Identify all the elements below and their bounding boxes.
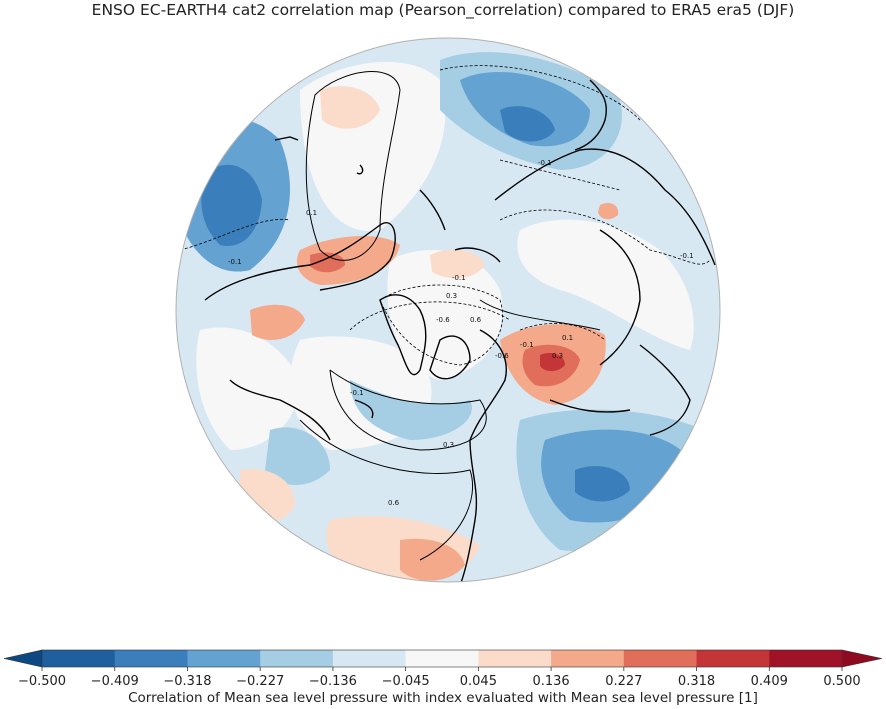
map-title: ENSO EC-EARTH4 cat2 correlation map (Pea…	[91, 1, 795, 19]
colorbar-tick-label: −0.227	[236, 674, 284, 688]
colorbar-segment	[42, 650, 116, 667]
contour-lines	[299, 71, 601, 561]
colorbar-tick-label: −0.318	[163, 674, 211, 688]
colorbar-tick-label: −0.500	[18, 674, 66, 688]
globe-boundary	[175, 37, 721, 583]
polar-correlation-map: 0.1 -0.1 -0.1 -0.1 -0.1 0.3 -0.6 0.6 0.1…	[175, 37, 721, 583]
coastlines	[204, 79, 716, 582]
contour-label: 0.3	[552, 352, 563, 360]
colorbar: −0.500 −0.409 −0.318 −0.227 −0.136 −0.045 0.04…	[3, 649, 883, 688]
colorbar-tick-label: −0.409	[91, 674, 139, 688]
contour-label: 0.3	[446, 292, 457, 300]
contour-label: -0.1	[350, 389, 364, 397]
colorbar-segment	[769, 650, 843, 667]
colorbar-tick-label: 0.045	[460, 674, 497, 688]
colorbar-segment	[478, 650, 552, 667]
colorbar-segment	[696, 650, 770, 667]
colorbar-tick-label: 0.136	[532, 674, 569, 688]
contour-label: -0.6	[495, 352, 509, 360]
correlation-field: 0.1 -0.1 -0.1 -0.1 -0.1 0.3 -0.6 0.6 0.1…	[176, 38, 720, 582]
colorbar-tick-label: −0.045	[382, 674, 430, 688]
contour-label: 0.1	[306, 209, 317, 217]
colorbar-segment	[332, 650, 407, 667]
colorbar-segment	[551, 650, 625, 667]
contour-label: 0.3	[443, 441, 454, 449]
colorbar-tick-label: 0.318	[678, 674, 715, 688]
colorbar-segment	[114, 650, 188, 667]
colorbar-extend-high	[841, 649, 883, 668]
contour-label: -0.1	[228, 258, 242, 266]
colorbar-tick-label: 0.409	[751, 674, 788, 688]
colorbar-tick-label: 0.500	[823, 674, 860, 688]
contour-label: -0.1	[520, 341, 534, 349]
colorbar-ticks: −0.500 −0.409 −0.318 −0.227 −0.136 −0.045 0.04…	[18, 667, 861, 688]
contour-label: 0.1	[562, 334, 573, 342]
colorbar-frame	[41, 649, 843, 668]
contour-label: 0.6	[470, 316, 482, 324]
contour-label: -0.1	[680, 252, 694, 260]
colorbar-extend-low	[3, 649, 43, 668]
colorbar-segments	[3, 649, 883, 668]
colorbar-segment	[623, 650, 698, 667]
colorbar-segment	[405, 650, 479, 667]
colorbar-segment	[187, 650, 261, 667]
contour-label: -0.1	[452, 274, 466, 282]
contour-label: -0.6	[436, 316, 450, 324]
colorbar-segment	[260, 650, 334, 667]
contour-label: 0.6	[388, 499, 400, 507]
colorbar-tick-label: 0.227	[605, 674, 642, 688]
contour-label: -0.1	[538, 159, 552, 167]
colorbar-tick-label: −0.136	[309, 674, 357, 688]
colorbar-label: Correlation of Mean sea level pressure w…	[128, 690, 758, 706]
